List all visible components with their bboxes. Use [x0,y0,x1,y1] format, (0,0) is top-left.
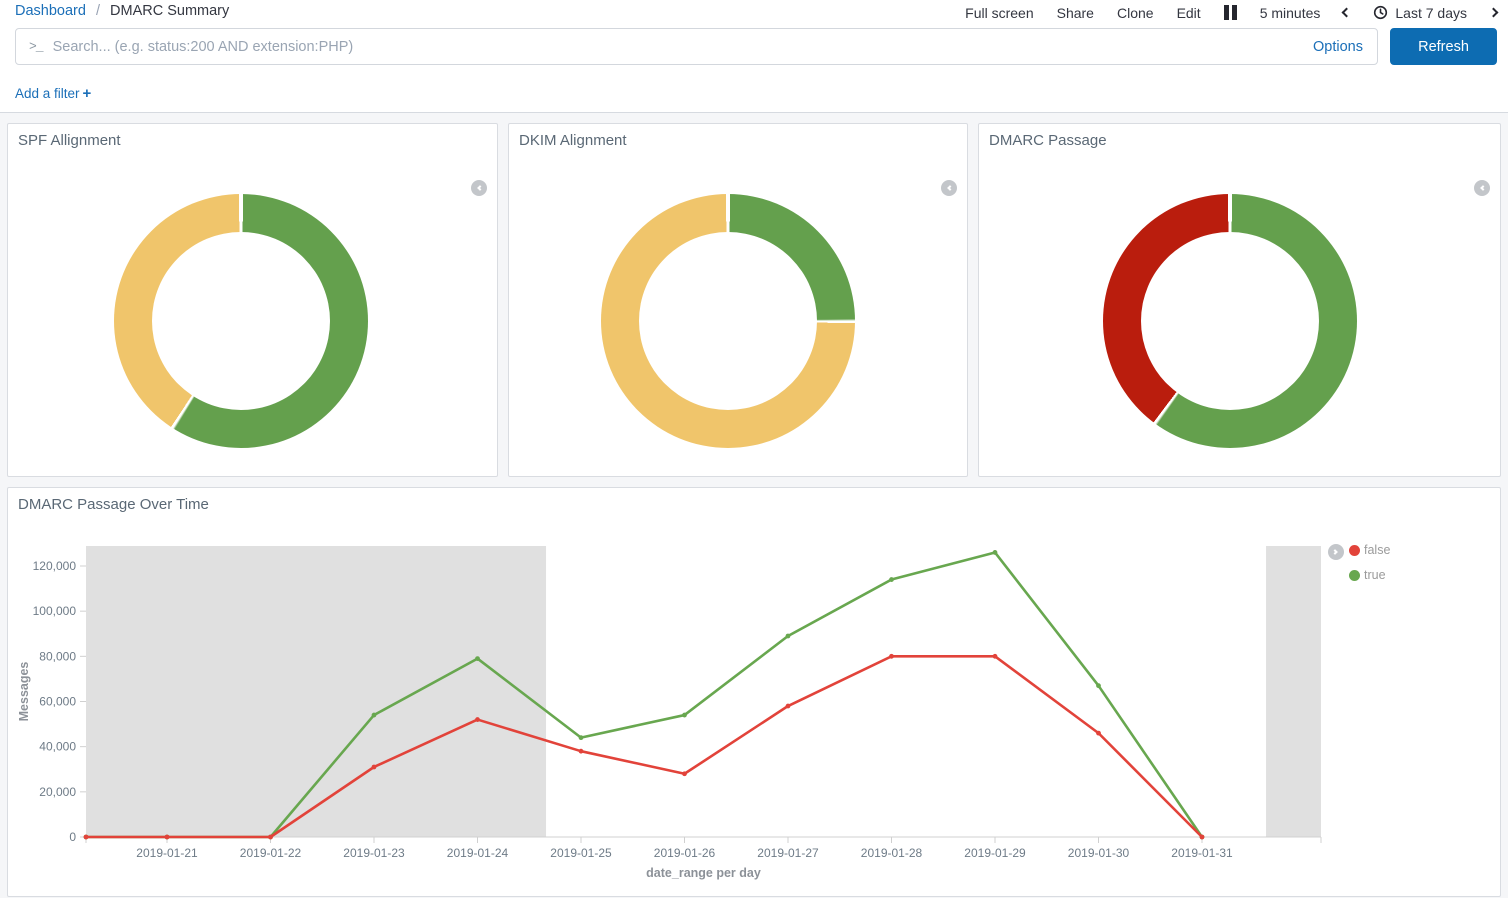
search-input[interactable] [53,39,1313,55]
breadcrumb-separator: / [96,3,100,19]
svg-text:2019-01-25: 2019-01-25 [550,846,612,860]
spf-donut-chart[interactable] [114,194,368,448]
time-forward-chevron-icon[interactable] [1489,8,1499,18]
donut-hole [639,232,817,410]
legend-label: false [1364,543,1390,557]
svg-text:2019-01-24: 2019-01-24 [447,846,509,860]
refresh-interval-button[interactable]: 5 minutes [1260,5,1321,21]
breadcrumb: Dashboard / DMARC Summary [15,3,229,19]
time-range-picker[interactable]: Last 7 days [1373,5,1467,21]
donut-hole [1141,232,1319,410]
add-filter-link[interactable]: Add a filter [15,86,80,101]
dkim-donut-chart[interactable] [601,194,855,448]
svg-text:0: 0 [69,830,76,844]
query-prompt-icon: >_ [29,39,43,54]
donut-hole [152,232,330,410]
breadcrumb-dashboard-link[interactable]: Dashboard [15,3,86,19]
svg-text:40,000: 40,000 [39,740,76,754]
pause-icon[interactable] [1224,5,1237,20]
legend-collapse-button[interactable] [941,180,957,196]
nav-menu: Full screen Share Clone Edit 5 minutes L… [965,0,1497,25]
panel-dmarc-passage-over-time: DMARC Passage Over Time 020,00040,00060,… [7,487,1501,897]
chevron-right-icon [1332,549,1338,555]
edit-button[interactable]: Edit [1177,5,1201,21]
svg-text:2019-01-29: 2019-01-29 [964,846,1026,860]
svg-text:2019-01-31: 2019-01-31 [1171,846,1233,860]
panel-title: SPF Allignment [18,132,121,149]
top-toolbar-section: Dashboard / DMARC Summary Full screen Sh… [0,0,1508,113]
refresh-button[interactable]: Refresh [1390,28,1497,65]
svg-text:2019-01-26: 2019-01-26 [654,846,716,860]
legend-item-false[interactable]: false [1349,543,1390,557]
panel-title: DKIM Alignment [519,132,627,149]
svg-text:2019-01-23: 2019-01-23 [343,846,405,860]
legend-item-true[interactable]: true [1349,568,1390,582]
time-back-chevron-icon[interactable] [1342,8,1352,18]
svg-text:20,000: 20,000 [39,785,76,799]
svg-text:120,000: 120,000 [33,559,77,573]
panel-spf-alignment: SPF Allignment [7,123,498,477]
fullscreen-button[interactable]: Full screen [965,5,1033,21]
legend-expand-button[interactable] [1328,544,1344,560]
options-link[interactable]: Options [1313,39,1363,55]
chevron-left-icon [1480,185,1486,191]
query-bar: >_ Options [15,28,1378,65]
share-button[interactable]: Share [1057,5,1094,21]
panel-dmarc-passage: DMARC Passage [978,123,1501,477]
line-chart: 0 20,000 40,000 60,000 80,000 100,000 120,000 2… [8,488,1500,896]
svg-text:80,000: 80,000 [39,649,76,663]
legend-collapse-button[interactable] [471,180,487,196]
chevron-left-icon [947,185,953,191]
breadcrumb-current: DMARC Summary [110,3,229,19]
svg-text:2019-01-27: 2019-01-27 [757,846,819,860]
panel-title: DMARC Passage [989,132,1107,149]
clock-icon [1373,5,1388,20]
legend-dot-icon [1349,545,1360,556]
filter-bar: Add a filter+ [15,85,91,102]
legend-collapse-button[interactable] [1474,180,1490,196]
dmarc-donut-chart[interactable] [1103,194,1357,448]
legend-label: true [1364,568,1386,582]
legend-dot-icon [1349,570,1360,581]
panel-dkim-alignment: DKIM Alignment [508,123,968,477]
svg-text:2019-01-22: 2019-01-22 [240,846,302,860]
svg-text:2019-01-28: 2019-01-28 [861,846,923,860]
chart-legend: false true [1349,543,1390,593]
time-range-label: Last 7 days [1395,5,1467,21]
plus-icon[interactable]: + [83,85,92,102]
svg-text:Messages: Messages [17,662,31,722]
svg-text:60,000: 60,000 [39,695,76,709]
svg-text:100,000: 100,000 [33,604,77,618]
svg-text:date_range per day: date_range per day [646,866,761,880]
chevron-left-icon [477,185,483,191]
svg-text:2019-01-30: 2019-01-30 [1068,846,1130,860]
clone-button[interactable]: Clone [1117,5,1154,21]
svg-text:2019-01-21: 2019-01-21 [136,846,198,860]
navbar: Dashboard / DMARC Summary Full screen Sh… [0,0,1508,25]
